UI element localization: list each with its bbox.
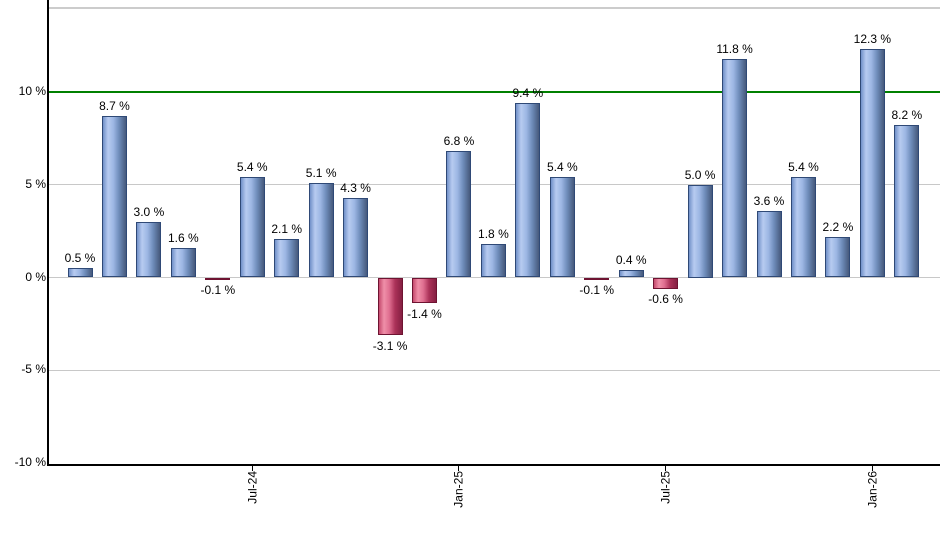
bar-9 bbox=[377, 277, 403, 335]
bar-17 bbox=[653, 277, 679, 289]
bar-value-label-0: 0.5 % bbox=[64, 251, 96, 266]
bar-14 bbox=[549, 177, 575, 278]
bar-value-label-18: 5.0 % bbox=[684, 167, 716, 182]
bar-13 bbox=[515, 103, 541, 278]
bar-21 bbox=[790, 177, 816, 278]
bar-value-label-20: 3.6 % bbox=[753, 193, 785, 208]
bar-value-label-12: 1.8 % bbox=[478, 227, 509, 242]
bar-4 bbox=[205, 277, 231, 280]
bar-18 bbox=[687, 184, 713, 278]
bar-value-label-19: 11.8 % bbox=[716, 41, 753, 56]
bar-value-label-21: 5.4 % bbox=[788, 160, 819, 175]
x-tick bbox=[665, 463, 667, 471]
bar-5 bbox=[239, 177, 265, 278]
y-axis-tick-label: 5 % bbox=[25, 176, 46, 191]
bar-16 bbox=[618, 270, 644, 278]
bar-10 bbox=[412, 277, 437, 304]
bar-8 bbox=[343, 197, 369, 278]
x-axis-tick-label: Jul-24 bbox=[245, 471, 260, 504]
bar-value-label-1: 8.7 % bbox=[99, 99, 130, 114]
x-axis-tick-label: Jul-25 bbox=[658, 471, 673, 504]
x-axis-line bbox=[47, 463, 940, 466]
gridline bbox=[49, 184, 940, 186]
bar-value-label-5: 5.4 % bbox=[236, 160, 268, 175]
bar-value-label-22: 2.2 % bbox=[822, 219, 854, 234]
bar-value-label-15: -0.1 % bbox=[579, 282, 615, 297]
bar-value-label-11: 6.8 % bbox=[443, 134, 475, 149]
y-axis-tick-label: 0 % bbox=[25, 269, 46, 284]
bar-22 bbox=[825, 236, 851, 278]
y-axis-tick-label: -5 % bbox=[21, 362, 46, 377]
bar-value-label-13: 9.4 % bbox=[512, 86, 544, 101]
reference-line bbox=[49, 91, 940, 93]
bar-7 bbox=[308, 182, 334, 278]
bar-2 bbox=[136, 221, 162, 278]
bar-value-label-9: -3.1 % bbox=[372, 338, 408, 353]
bar-1 bbox=[101, 116, 127, 278]
bar-6 bbox=[274, 238, 300, 278]
bar-11 bbox=[446, 151, 472, 278]
x-axis-tick-label: Jan-26 bbox=[865, 471, 880, 508]
x-tick bbox=[458, 463, 460, 471]
y-axis-line bbox=[47, 0, 49, 466]
gridline bbox=[49, 277, 940, 278]
bar-value-label-16: 0.4 % bbox=[615, 253, 647, 268]
bar-3 bbox=[170, 247, 196, 278]
gridline bbox=[49, 369, 940, 371]
bar-value-label-8: 4.3 % bbox=[340, 180, 371, 195]
x-tick bbox=[871, 463, 873, 471]
bar-value-label-6: 2.1 % bbox=[271, 221, 303, 236]
bar-value-label-2: 3.0 % bbox=[133, 204, 165, 219]
plot-top-border bbox=[48, 7, 940, 9]
y-axis-tick-label: 10 % bbox=[18, 84, 46, 98]
bar-24 bbox=[894, 125, 920, 278]
bar-value-label-4: -0.1 % bbox=[200, 282, 236, 297]
bar-15 bbox=[584, 277, 610, 280]
bar-23 bbox=[859, 49, 885, 278]
bar-0 bbox=[67, 268, 93, 278]
bar-value-label-10: -1.4 % bbox=[407, 306, 442, 321]
bar-19 bbox=[722, 58, 748, 278]
bar-value-label-7: 5.1 % bbox=[305, 165, 337, 180]
bar-value-label-23: 12.3 % bbox=[853, 32, 892, 47]
x-tick bbox=[251, 463, 253, 471]
bar-value-label-14: 5.4 % bbox=[546, 160, 578, 175]
bar-value-label-17: -0.6 % bbox=[648, 292, 683, 307]
bar-20 bbox=[756, 210, 782, 278]
x-axis-tick-label: Jan-25 bbox=[451, 471, 466, 508]
bar-12 bbox=[480, 244, 506, 278]
bar-value-label-3: 1.6 % bbox=[168, 230, 199, 245]
y-axis-tick-label: -10 % bbox=[14, 455, 46, 469]
bar-value-label-24: 8.2 % bbox=[891, 108, 923, 123]
